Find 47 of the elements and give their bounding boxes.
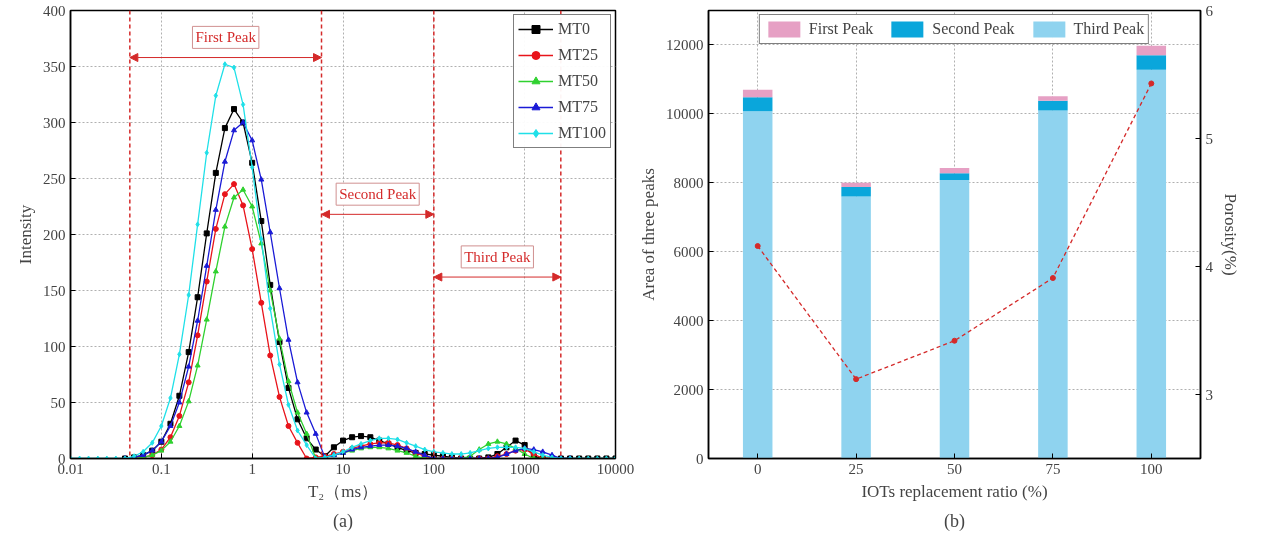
y-tick-label: 150: [43, 282, 66, 299]
y-tick-label: 10000: [666, 105, 704, 122]
y-tick-label: 50: [50, 394, 66, 411]
y2-tick-label: 3: [1205, 386, 1213, 403]
x-tick-label: 10: [335, 460, 351, 477]
y-tick-label: 6000: [673, 243, 704, 260]
y2-axis-title: Porosity(%): [1221, 193, 1240, 276]
x-tick-label: 1000: [509, 460, 540, 477]
y-tick-label: 250: [43, 170, 66, 187]
annotation: First Peak: [195, 29, 257, 46]
x-tick-label: 1: [248, 460, 256, 477]
legend-label: MT50: [558, 72, 598, 90]
x-tick-label: 50: [947, 460, 962, 477]
y-tick-label: 200: [43, 226, 66, 243]
y-tick-label: 2000: [673, 381, 704, 398]
x-axis-title: IOTs replacement ratio (%): [861, 481, 1048, 501]
text: (b): [944, 510, 966, 532]
y-tick-label: 8000: [673, 174, 704, 191]
x-tick-label: 75: [1045, 460, 1061, 477]
x-tick-label: 25: [848, 460, 864, 477]
legend-label: Third Peak: [1073, 20, 1145, 38]
y-axis-title: Area of three peaks: [639, 168, 658, 301]
y-tick-label: 350: [43, 58, 66, 75]
y2-tick-label: 6: [1205, 2, 1214, 19]
legend-label: First Peak: [808, 20, 874, 38]
legend-label: MT25: [558, 46, 598, 64]
legend-label: MT0: [558, 20, 590, 38]
legend-label: MT100: [558, 124, 606, 142]
annotation: Third Peak: [464, 248, 531, 265]
y-tick-label: 400: [43, 2, 66, 19]
y-tick-label: 300: [43, 114, 66, 131]
y-tick-label: 100: [43, 338, 66, 355]
x-axis-title: T₂（ms）: [307, 481, 379, 501]
legend-label: Second Peak: [932, 20, 1015, 38]
x-tick-label: 0: [753, 460, 762, 477]
annotation: Second Peak: [339, 186, 417, 203]
y-tick-label: 4000: [673, 312, 704, 329]
legend-label: MT75: [558, 98, 598, 116]
y2-tick-label: 4: [1205, 258, 1214, 275]
y2-tick-label: 5: [1205, 130, 1213, 147]
y-axis-title: Intensity: [16, 204, 35, 265]
x-tick-label: 100: [1140, 460, 1163, 477]
text: (a): [333, 510, 353, 532]
y-tick-label: 12000: [666, 36, 704, 53]
x-tick-label: 100: [422, 460, 446, 477]
x-tick-label: 0.1: [151, 460, 171, 477]
x-tick-label: 10000: [596, 460, 635, 477]
